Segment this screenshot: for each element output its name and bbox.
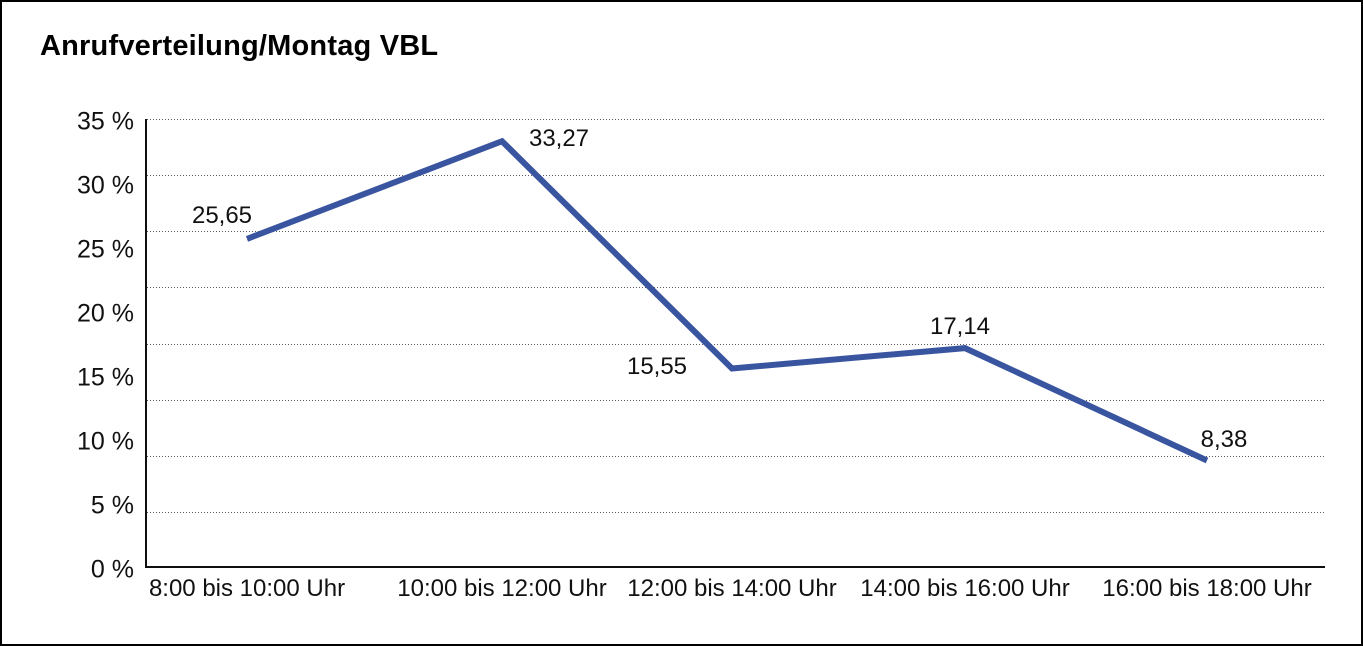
data-point-label: 8,38 [1200,426,1248,453]
data-point-label: 33,27 [528,125,590,152]
x-tick-label: 8:00 bis 10:00 Uhr [148,575,346,602]
gridline [147,511,1325,513]
y-tick-label: 5 % [90,491,134,520]
gridline [147,399,1325,401]
chart-title: Anrufverteilung/Montag VBL [40,30,439,62]
y-axis-labels: 35 % 30 % 25 % 20 % 15 % 10 % 5 % 0 % [2,108,134,584]
data-point-label: 25,65 [191,202,253,229]
gridline [147,119,1325,120]
y-tick-label: 30 % [77,171,134,200]
x-tick-label: 14:00 bis 16:00 Uhr [860,575,1070,602]
gridline [147,455,1325,457]
x-tick-label: 12:00 bis 14:00 Uhr [627,575,837,602]
data-point-label: 17,14 [929,313,991,340]
gridline [147,175,1325,177]
data-point-label: 15,55 [626,353,688,380]
x-tick-label: 10:00 bis 12:00 Uhr [397,575,607,602]
data-line [245,137,1209,464]
x-axis-line [145,566,1325,568]
line-series-svg [245,137,1209,464]
gridline [147,287,1325,289]
y-axis-line [145,119,147,568]
y-tick-label: 35 % [77,107,134,136]
y-tick-label: 20 % [77,299,134,328]
x-tick-label: 16:00 bis 18:00 Uhr [1102,575,1312,602]
y-tick-label: 15 % [77,363,134,392]
y-tick-label: 0 % [90,555,134,584]
y-tick-label: 10 % [77,427,134,456]
gridline [147,231,1325,233]
plot-area: 25,65 33,27 15,55 17,14 8,38 [147,119,1325,568]
y-tick-label: 25 % [77,235,134,264]
x-axis-labels: 8:00 bis 10:00 Uhr 10:00 bis 12:00 Uhr 12:… [147,575,1325,607]
gridline [147,343,1325,345]
